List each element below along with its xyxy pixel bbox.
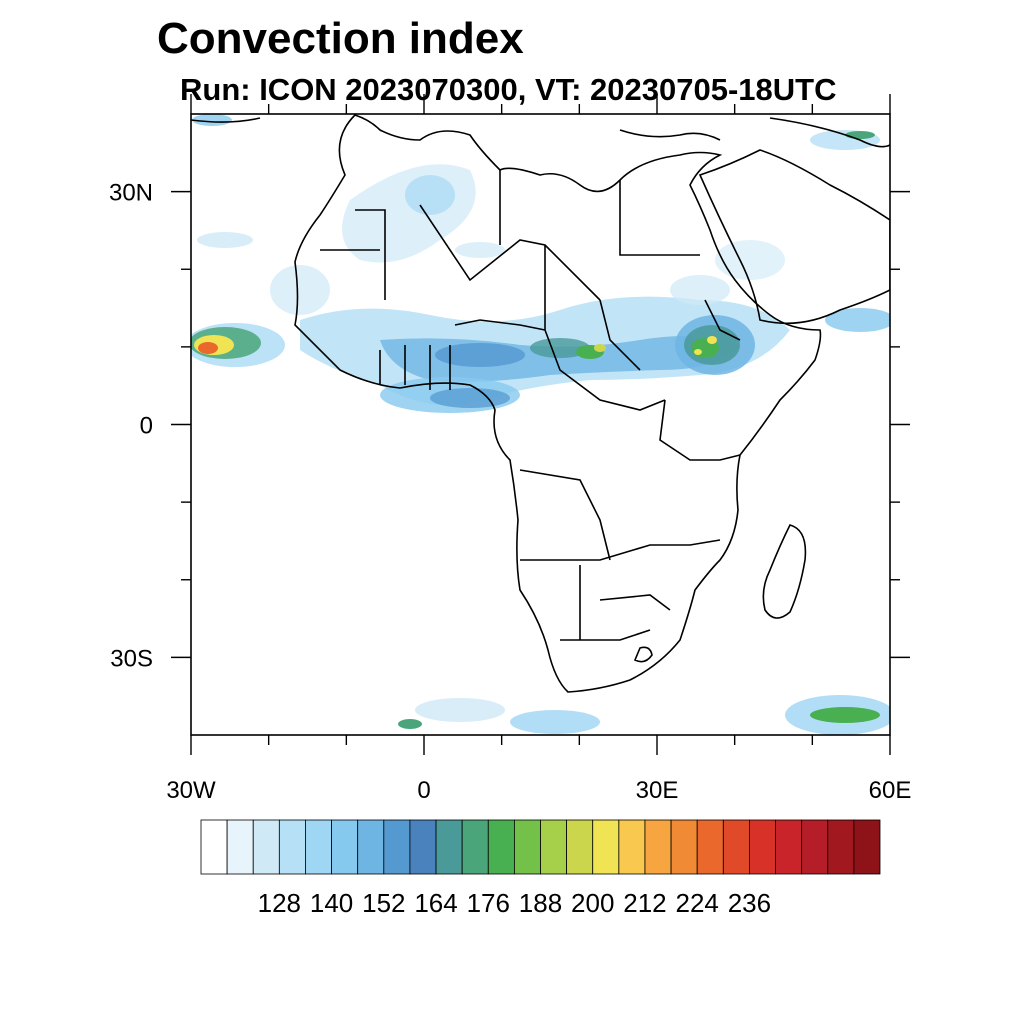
lat-label: 0 (140, 413, 153, 440)
colorbar-swatch (383, 819, 411, 875)
colorbar-swatch (853, 819, 881, 875)
colorbar-label: 236 (728, 888, 771, 918)
colorbar-label: 224 (675, 888, 718, 918)
colorbar-label: 200 (571, 888, 614, 918)
lon-label: 60E (869, 777, 912, 804)
colorbar-swatch (461, 819, 489, 875)
convection-shading (191, 114, 890, 735)
colorbar-swatch (305, 819, 332, 875)
colorbar-swatch (200, 819, 228, 875)
colorbar-swatch (696, 819, 724, 875)
colorbar-swatch (749, 819, 776, 875)
colorbar-label: 164 (414, 888, 457, 918)
colorbar-swatch (357, 819, 385, 875)
colorbar-label: 128 (258, 888, 301, 918)
colorbar-swatch (513, 819, 541, 875)
colorbar-swatch (435, 819, 463, 875)
lon-label: 0 (417, 777, 430, 804)
colorbar-swatch (775, 819, 803, 875)
colorbar-swatch (722, 819, 750, 875)
colorbar-swatch (409, 819, 437, 875)
colorbar-swatch (278, 819, 306, 875)
lat-label: 30S (110, 645, 153, 672)
map-title: Convection index (157, 14, 524, 63)
map-subtitle: Run: ICON 2023070300, VT: 20230705-18UTC (180, 72, 837, 107)
lon-label: 30E (636, 777, 679, 804)
colorbar-swatch (592, 819, 620, 875)
colorbar-swatch (644, 819, 672, 875)
colorbar-label: 176 (467, 888, 510, 918)
colorbar-swatch (618, 819, 646, 875)
colorbar: 128 140 152 164 176 188 200 212 224 236 (200, 819, 881, 918)
lat-label: 30N (109, 180, 153, 207)
colorbar-swatch (331, 819, 359, 875)
colorbar-swatch (540, 819, 568, 875)
colorbar-swatch (487, 819, 515, 875)
colorbar-swatch (566, 819, 594, 875)
colorbar-swatch (801, 819, 829, 875)
colorbar-label: 212 (623, 888, 666, 918)
map-frame (190, 113, 891, 736)
colorbar-label: 140 (310, 888, 353, 918)
colorbar-label: 152 (362, 888, 405, 918)
colorbar-swatch (670, 819, 698, 875)
colorbar-swatch (252, 819, 280, 875)
colorbar-label: 188 (519, 888, 562, 918)
lon-label: 30W (166, 777, 216, 804)
colorbar-swatch (827, 819, 855, 875)
axis-ticks: 30N 0 30S 30W 0 30E 60E (109, 94, 911, 804)
colorbar-swatch (226, 819, 254, 875)
coastlines (191, 114, 890, 693)
